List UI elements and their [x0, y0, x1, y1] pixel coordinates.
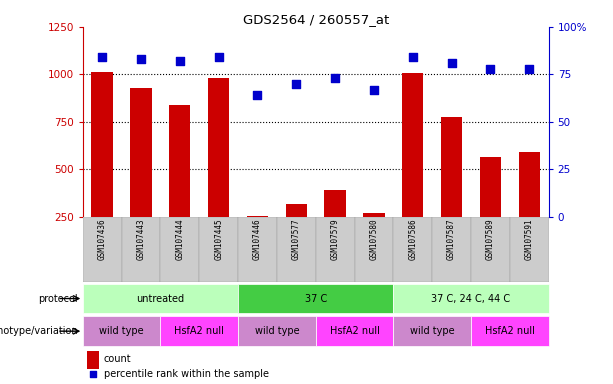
- Point: [524, 66, 534, 72]
- Bar: [199, 217, 238, 282]
- Bar: [519, 152, 540, 217]
- Bar: [88, 351, 99, 369]
- Text: wild type: wild type: [254, 326, 299, 336]
- Bar: [394, 316, 471, 346]
- Text: GSM107580: GSM107580: [370, 219, 378, 260]
- Bar: [432, 217, 471, 282]
- Bar: [471, 217, 510, 282]
- Point: [214, 54, 224, 60]
- Bar: [480, 157, 501, 217]
- Point: [136, 56, 146, 62]
- Point: [485, 66, 495, 72]
- Bar: [471, 316, 549, 346]
- Point: [291, 81, 301, 87]
- Bar: [402, 73, 424, 217]
- Bar: [441, 117, 462, 217]
- Bar: [247, 216, 268, 217]
- Point: [408, 54, 417, 60]
- Bar: [324, 190, 346, 217]
- Bar: [316, 217, 354, 282]
- Bar: [121, 217, 161, 282]
- Bar: [83, 284, 238, 313]
- Bar: [354, 217, 394, 282]
- Bar: [238, 316, 316, 346]
- Text: GSM107445: GSM107445: [214, 219, 223, 260]
- Text: genotype/variation: genotype/variation: [0, 326, 78, 336]
- Text: GSM107587: GSM107587: [447, 219, 456, 260]
- Bar: [316, 316, 394, 346]
- Text: protocol: protocol: [39, 293, 78, 303]
- Bar: [83, 316, 161, 346]
- Bar: [510, 217, 549, 282]
- Text: GSM107577: GSM107577: [292, 219, 301, 260]
- Text: GSM107443: GSM107443: [137, 219, 145, 260]
- Bar: [169, 105, 191, 217]
- Text: GSM107586: GSM107586: [408, 219, 417, 260]
- Text: GSM107436: GSM107436: [97, 219, 107, 260]
- Point: [369, 86, 379, 93]
- Text: HsfA2 null: HsfA2 null: [330, 326, 379, 336]
- Point: [330, 75, 340, 81]
- Bar: [83, 217, 121, 282]
- Bar: [394, 284, 549, 313]
- Text: GSM107579: GSM107579: [330, 219, 340, 260]
- Text: HsfA2 null: HsfA2 null: [174, 326, 224, 336]
- Text: HsfA2 null: HsfA2 null: [485, 326, 535, 336]
- Text: wild type: wild type: [99, 326, 144, 336]
- Text: percentile rank within the sample: percentile rank within the sample: [104, 369, 268, 379]
- Point: [88, 371, 98, 377]
- Bar: [131, 88, 151, 217]
- Point: [447, 60, 457, 66]
- Point: [175, 58, 185, 64]
- Text: 37 C: 37 C: [305, 293, 327, 303]
- Bar: [208, 78, 229, 217]
- Title: GDS2564 / 260557_at: GDS2564 / 260557_at: [243, 13, 389, 26]
- Point: [97, 54, 107, 60]
- Bar: [161, 217, 199, 282]
- Text: GSM107446: GSM107446: [253, 219, 262, 260]
- Bar: [364, 213, 384, 217]
- Bar: [91, 73, 113, 217]
- Bar: [161, 316, 238, 346]
- Bar: [238, 284, 394, 313]
- Text: untreated: untreated: [136, 293, 185, 303]
- Text: 37 C, 24 C, 44 C: 37 C, 24 C, 44 C: [432, 293, 511, 303]
- Bar: [277, 217, 316, 282]
- Bar: [238, 217, 277, 282]
- Text: wild type: wild type: [410, 326, 454, 336]
- Text: GSM107591: GSM107591: [525, 219, 534, 260]
- Bar: [286, 204, 307, 217]
- Text: count: count: [104, 354, 131, 364]
- Bar: [394, 217, 432, 282]
- Point: [253, 92, 262, 98]
- Text: GSM107589: GSM107589: [486, 219, 495, 260]
- Text: GSM107444: GSM107444: [175, 219, 185, 260]
